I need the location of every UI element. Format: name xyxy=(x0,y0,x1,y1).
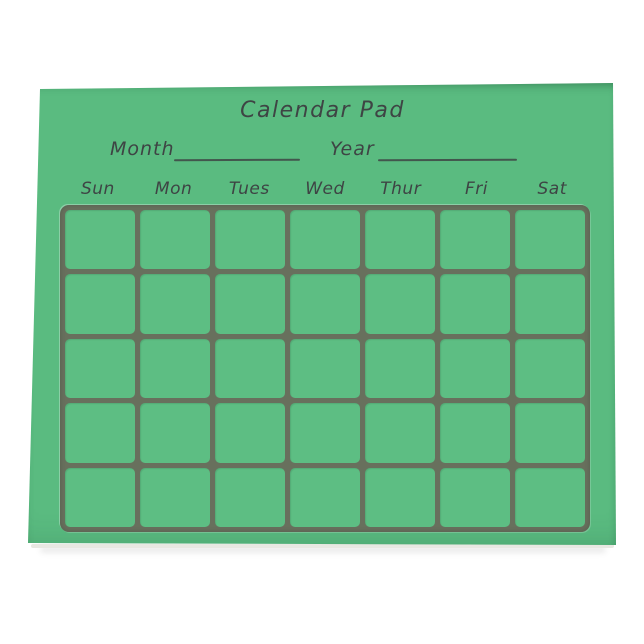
calendar-cell xyxy=(515,403,585,463)
calendar-cell xyxy=(365,210,435,270)
calendar-cell xyxy=(515,274,585,334)
calendar-cell xyxy=(365,467,435,527)
calendar-cell xyxy=(440,467,510,527)
calendar-cell xyxy=(65,467,135,527)
day-header-row: Sun Mon Tues Wed Thur Fri Sat xyxy=(60,179,590,203)
calendar-cell xyxy=(65,210,135,270)
calendar-cell xyxy=(440,210,510,270)
calendar-pad: Calendar Pad Month Year Sun Mon Tues Wed… xyxy=(28,83,616,545)
month-write-line xyxy=(173,158,301,162)
calendar-cell xyxy=(215,210,285,270)
calendar-cell xyxy=(65,338,135,399)
day-label-tues: Tues xyxy=(228,179,270,199)
calendar-cell xyxy=(215,338,285,399)
calendar-cell xyxy=(515,467,585,527)
calendar-cell xyxy=(290,467,360,527)
calendar-cell xyxy=(440,274,510,334)
calendar-grid xyxy=(60,205,590,532)
calendar-cell xyxy=(140,467,210,527)
calendar-cell xyxy=(65,403,135,463)
calendar-cell xyxy=(290,338,360,399)
calendar-cell xyxy=(290,210,360,270)
calendar-cell xyxy=(440,338,510,399)
calendar-cell xyxy=(140,210,210,270)
year-label: Year xyxy=(330,138,375,160)
calendar-cell xyxy=(140,338,210,399)
calendar-cell xyxy=(65,274,135,334)
year-write-line xyxy=(377,158,518,162)
day-label-thur: Thur xyxy=(380,179,422,199)
month-label: Month xyxy=(110,138,175,160)
pad-title: Calendar Pad xyxy=(240,98,405,123)
calendar-cell xyxy=(290,403,360,463)
calendar-cell xyxy=(140,274,210,334)
calendar-cell xyxy=(515,210,585,270)
month-year-row: Month Year xyxy=(28,138,616,166)
calendar-cell xyxy=(365,338,435,399)
calendar-cell xyxy=(365,403,435,463)
calendar-cell xyxy=(290,274,360,334)
day-label-wed: Wed xyxy=(305,179,345,199)
day-label-mon: Mon xyxy=(154,179,193,199)
calendar-cell xyxy=(440,403,510,463)
calendar-cell xyxy=(215,403,285,463)
calendar-cell xyxy=(140,403,210,463)
day-label-sat: Sat xyxy=(537,179,567,199)
day-label-fri: Fri xyxy=(464,179,488,199)
calendar-cell xyxy=(515,338,585,399)
day-label-sun: Sun xyxy=(80,179,115,199)
calendar-cell xyxy=(215,467,285,527)
pad-shadow xyxy=(40,546,606,553)
calendar-cell xyxy=(365,274,435,334)
calendar-cell xyxy=(215,274,285,334)
page-edge xyxy=(31,544,614,548)
